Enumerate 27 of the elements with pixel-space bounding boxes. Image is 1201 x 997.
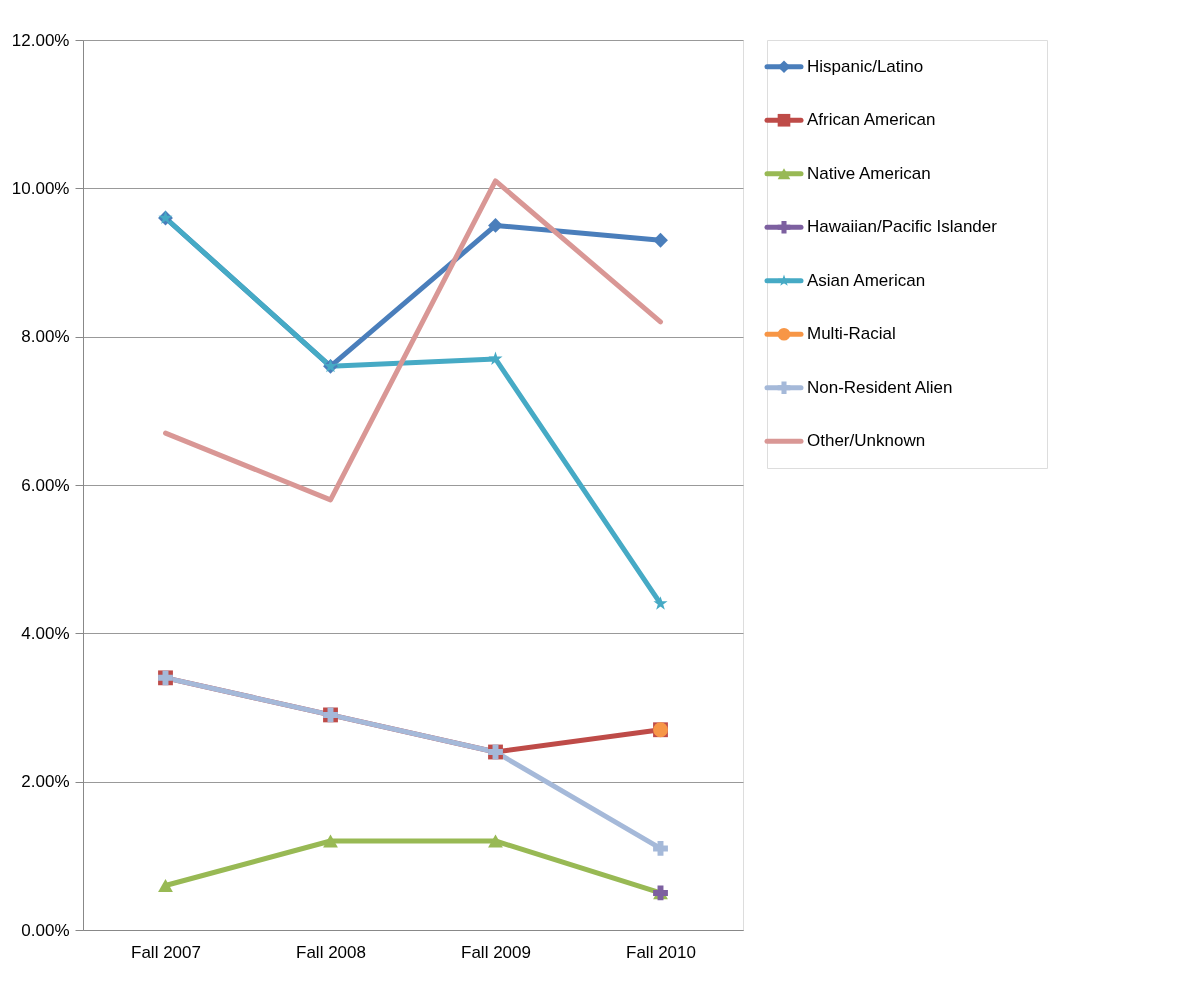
y-tick-label: 8.00%	[21, 327, 70, 347]
legend-label: African American	[807, 110, 936, 130]
legend-label: Multi-Racial	[807, 324, 896, 344]
point	[323, 834, 338, 848]
point	[488, 834, 503, 848]
y-tick-label: 12.00%	[11, 30, 70, 50]
legend-label: Hawaiian/Pacific Islander	[807, 217, 998, 237]
legend-label: Asian American	[807, 270, 926, 290]
legend-label: Non-Resident Alien	[807, 377, 953, 397]
legend-label: Native American	[807, 163, 931, 183]
y-tick-label: 0.00%	[21, 920, 70, 940]
point	[653, 596, 668, 610]
point	[158, 879, 173, 892]
point	[488, 218, 503, 233]
point	[653, 841, 668, 856]
point	[653, 232, 668, 248]
y-tick-label: 2.00%	[21, 772, 70, 792]
y-tick-label: 10.00%	[11, 178, 70, 198]
legend-label: Hispanic/Latino	[807, 56, 924, 76]
y-tick-label: 4.00%	[21, 623, 70, 643]
y-tick-label: 6.00%	[21, 475, 70, 495]
x-tick-label: Fall 2008	[296, 942, 366, 962]
point	[488, 351, 503, 365]
legend-label: Other/Unknown	[807, 431, 926, 451]
x-tick-label: Fall 2009	[461, 942, 531, 962]
x-tick-label: Fall 2007	[131, 942, 201, 962]
x-tick-label: Fall 2010	[626, 942, 696, 962]
